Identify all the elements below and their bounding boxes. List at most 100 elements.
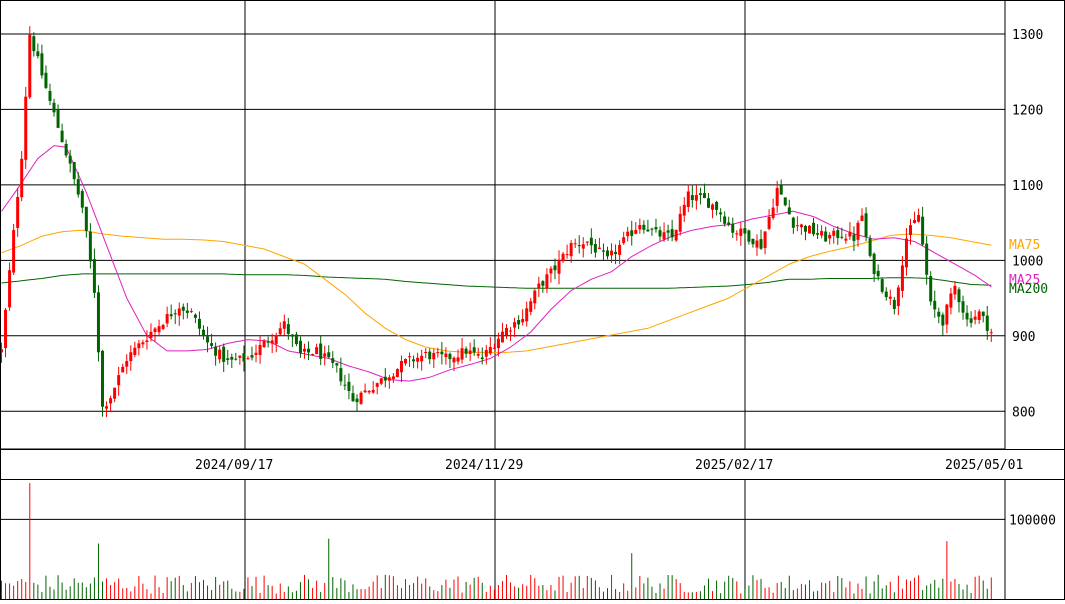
candle-body bbox=[32, 36, 36, 52]
candle-body bbox=[420, 355, 424, 362]
candle bbox=[775, 180, 779, 213]
candle-body bbox=[149, 331, 153, 339]
candle bbox=[311, 353, 315, 356]
candle bbox=[755, 234, 759, 256]
candle bbox=[395, 368, 399, 378]
price-tick-label: 800 bbox=[1012, 405, 1035, 420]
candle bbox=[347, 373, 351, 400]
candle bbox=[315, 343, 319, 355]
candle-body bbox=[771, 207, 775, 219]
candle bbox=[371, 381, 375, 394]
candle bbox=[989, 328, 993, 342]
candle bbox=[678, 206, 682, 236]
candle-body bbox=[84, 206, 88, 231]
candle-body bbox=[654, 227, 658, 230]
candle-body bbox=[961, 301, 965, 313]
candle-body bbox=[294, 334, 298, 344]
candle-body bbox=[347, 381, 351, 392]
candle-body bbox=[20, 158, 24, 198]
candle bbox=[783, 197, 787, 207]
candle bbox=[472, 339, 476, 356]
price-tick-label: 900 bbox=[1012, 330, 1035, 345]
candle-body bbox=[105, 406, 109, 409]
candle-body bbox=[929, 276, 933, 302]
candle-body bbox=[56, 108, 60, 128]
candle-body bbox=[339, 368, 343, 382]
candle-body bbox=[8, 270, 12, 308]
candle bbox=[351, 385, 355, 402]
candle bbox=[189, 308, 193, 313]
candle bbox=[343, 374, 347, 391]
candle-body bbox=[682, 204, 686, 216]
candle-body bbox=[40, 53, 44, 76]
candle-body bbox=[363, 390, 367, 393]
candle bbox=[820, 225, 824, 239]
candle bbox=[258, 336, 262, 364]
candle-body bbox=[723, 216, 727, 224]
candle-body bbox=[779, 185, 783, 195]
candle bbox=[424, 348, 428, 359]
candle bbox=[791, 216, 795, 234]
candle-body bbox=[444, 353, 448, 358]
candle-body bbox=[476, 354, 480, 356]
candle-body bbox=[129, 352, 133, 362]
candle bbox=[945, 303, 949, 334]
candle bbox=[601, 243, 605, 261]
candle-body bbox=[610, 250, 614, 256]
candle bbox=[270, 333, 274, 354]
candle-body bbox=[957, 289, 961, 303]
candle-body bbox=[64, 143, 68, 156]
ma75-line bbox=[1, 229, 992, 353]
legend-ma25: MA25 bbox=[1009, 273, 1040, 288]
candle-body bbox=[690, 195, 694, 201]
candle bbox=[456, 349, 460, 365]
candle bbox=[355, 394, 359, 412]
candle bbox=[484, 345, 488, 365]
candle bbox=[981, 311, 985, 323]
candle-body bbox=[496, 338, 500, 349]
candle bbox=[747, 229, 751, 245]
candle bbox=[977, 309, 981, 324]
candle bbox=[76, 172, 80, 198]
candle-body bbox=[707, 198, 710, 208]
candle-body bbox=[161, 324, 165, 329]
candle bbox=[266, 336, 270, 348]
candle bbox=[900, 256, 904, 298]
candle-body bbox=[206, 336, 210, 343]
candle bbox=[557, 250, 561, 285]
candlestick-series bbox=[0, 26, 993, 418]
candle-body bbox=[921, 216, 925, 245]
candle bbox=[4, 307, 8, 358]
candle bbox=[339, 357, 343, 386]
candle-body bbox=[88, 231, 92, 262]
candle bbox=[464, 346, 468, 358]
candle bbox=[101, 349, 104, 417]
candle bbox=[290, 334, 294, 348]
candle-body bbox=[561, 253, 565, 262]
candle-body bbox=[577, 245, 581, 247]
candle-body bbox=[303, 348, 306, 352]
candle-body bbox=[872, 253, 876, 275]
candle bbox=[844, 233, 848, 244]
candle-body bbox=[812, 222, 816, 235]
candle bbox=[117, 366, 121, 396]
candle bbox=[96, 285, 100, 362]
candle bbox=[650, 227, 654, 236]
candle-body bbox=[517, 319, 521, 325]
candle bbox=[230, 353, 234, 368]
candle bbox=[824, 226, 828, 242]
candle-body bbox=[791, 217, 795, 228]
candle bbox=[420, 349, 424, 371]
candle bbox=[735, 230, 739, 241]
candle-body bbox=[52, 102, 56, 113]
candle bbox=[202, 325, 205, 340]
candle-body bbox=[428, 351, 432, 360]
candle-body bbox=[282, 321, 286, 329]
candle-body bbox=[581, 244, 585, 249]
moving-average-lines bbox=[1, 145, 992, 382]
candle bbox=[593, 239, 597, 258]
candle-body bbox=[185, 310, 189, 313]
candle bbox=[238, 355, 242, 365]
candle-body bbox=[981, 311, 985, 317]
